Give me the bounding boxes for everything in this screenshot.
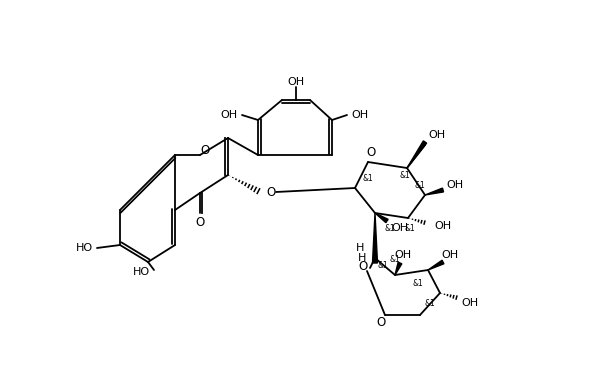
- Text: H: H: [358, 253, 366, 263]
- Text: O: O: [358, 260, 368, 273]
- Text: OH: OH: [287, 77, 305, 87]
- Text: &1: &1: [378, 260, 388, 269]
- Polygon shape: [407, 141, 426, 168]
- Text: OH: OH: [351, 110, 368, 120]
- Text: HO: HO: [133, 267, 150, 277]
- Text: &1: &1: [363, 173, 373, 183]
- Polygon shape: [372, 213, 378, 263]
- Text: &1: &1: [425, 299, 435, 308]
- Polygon shape: [395, 262, 402, 275]
- Text: &1: &1: [385, 224, 395, 232]
- Polygon shape: [428, 260, 444, 270]
- Text: &1: &1: [413, 279, 423, 288]
- Text: O: O: [200, 144, 210, 157]
- Polygon shape: [375, 213, 388, 223]
- Text: O: O: [266, 186, 276, 199]
- Text: &1: &1: [390, 256, 401, 264]
- Text: OH: OH: [428, 130, 445, 140]
- Text: H: H: [356, 243, 364, 253]
- Polygon shape: [425, 188, 444, 195]
- Text: OH: OH: [441, 250, 459, 260]
- Text: OH: OH: [392, 223, 409, 233]
- Text: OH: OH: [446, 180, 464, 190]
- Text: OH: OH: [395, 250, 412, 260]
- Text: &1: &1: [399, 170, 411, 180]
- Text: O: O: [366, 145, 376, 158]
- Text: O: O: [196, 215, 204, 228]
- Text: HO: HO: [76, 243, 93, 253]
- Text: &1: &1: [405, 224, 415, 232]
- Text: OH: OH: [221, 110, 238, 120]
- Text: OH: OH: [461, 298, 478, 308]
- Text: O: O: [376, 317, 386, 330]
- Text: OH: OH: [435, 221, 452, 231]
- Text: &1: &1: [415, 180, 425, 189]
